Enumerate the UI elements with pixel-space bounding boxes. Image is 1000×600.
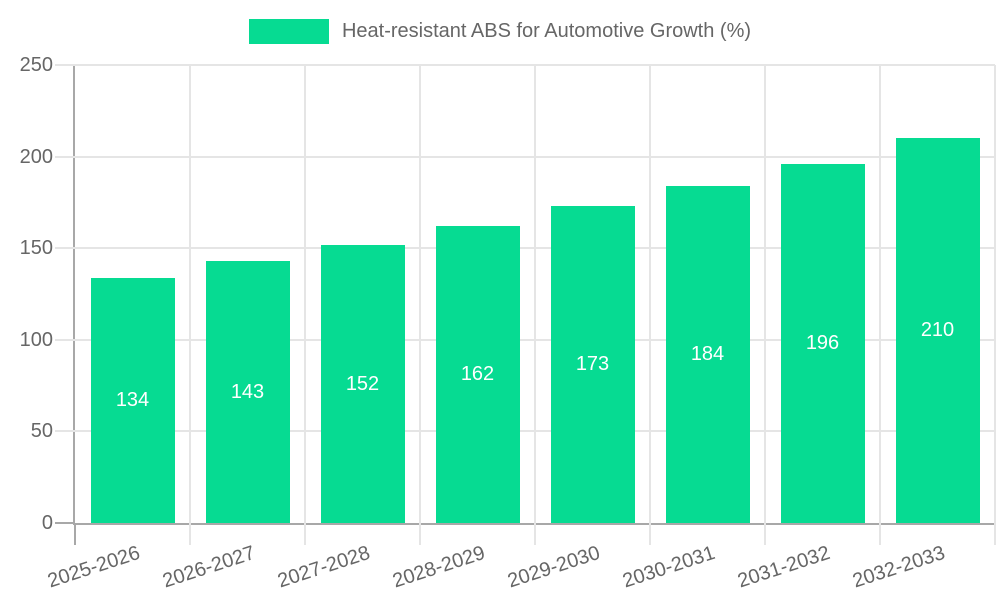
bar-value-label: 134 bbox=[115, 389, 150, 411]
x-axis-tick bbox=[419, 523, 421, 545]
bar-value-label: 196 bbox=[805, 332, 840, 354]
y-tick-label: 0 bbox=[41, 512, 53, 534]
bar[interactable]: 173 bbox=[550, 206, 635, 523]
y-axis-tick bbox=[55, 247, 75, 250]
x-tick-label: 2025-2026 bbox=[44, 541, 143, 593]
gridline-vertical bbox=[764, 65, 766, 523]
y-tick-label: 100 bbox=[19, 328, 53, 351]
plot-area: 134 143 152 162 173 184 196 210 bbox=[55, 64, 996, 545]
x-tick-label: 2030-2031 bbox=[619, 541, 718, 593]
y-tick-label: 150 bbox=[19, 237, 53, 260]
bar-value-label: 162 bbox=[460, 363, 495, 385]
x-axis-tick bbox=[879, 523, 881, 545]
x-axis-tick bbox=[189, 523, 191, 545]
gridline-vertical bbox=[419, 65, 421, 523]
bar[interactable]: 134 bbox=[90, 278, 175, 523]
x-axis-tick bbox=[764, 523, 766, 545]
x-axis-tick bbox=[534, 523, 536, 545]
y-axis-tick bbox=[55, 155, 75, 158]
gridline-vertical bbox=[534, 65, 536, 523]
y-axis-tick bbox=[55, 338, 75, 341]
legend[interactable]: Heat-resistant ABS for Automotive Growth… bbox=[0, 19, 1000, 44]
gridline-vertical bbox=[994, 65, 996, 523]
bar[interactable]: 196 bbox=[780, 164, 865, 523]
bar-value-label: 210 bbox=[920, 319, 955, 341]
x-tick-label: 2027-2028 bbox=[274, 541, 373, 593]
x-axis-tick bbox=[304, 523, 306, 545]
y-tick-label: 50 bbox=[30, 420, 53, 443]
y-tick-label: 200 bbox=[19, 145, 53, 168]
y-axis-tick bbox=[55, 522, 75, 524]
gridline-vertical bbox=[879, 65, 881, 523]
legend-swatch bbox=[248, 19, 329, 44]
bar-value-label: 143 bbox=[230, 380, 265, 403]
bar-value-label: 173 bbox=[575, 353, 610, 375]
y-axis-tick bbox=[55, 430, 75, 433]
bar[interactable]: 143 bbox=[205, 261, 290, 523]
gridline-vertical bbox=[649, 65, 651, 523]
x-tick-label: 2032-2033 bbox=[849, 541, 948, 593]
y-axis-tick bbox=[55, 64, 75, 66]
x-tick-label: 2031-2032 bbox=[734, 541, 833, 593]
bar[interactable]: 184 bbox=[665, 186, 750, 523]
x-axis-tick bbox=[994, 523, 996, 545]
x-axis-tick bbox=[649, 523, 651, 545]
x-tick-label: 2029-2030 bbox=[504, 541, 603, 593]
gridline-vertical bbox=[189, 65, 191, 523]
x-axis-tick bbox=[74, 523, 76, 545]
gridline-vertical bbox=[304, 65, 306, 523]
legend-label: Heat-resistant ABS for Automotive Growth… bbox=[341, 20, 752, 42]
bar[interactable]: 152 bbox=[320, 245, 405, 523]
bar[interactable]: 210 bbox=[895, 138, 980, 523]
bar-value-label: 152 bbox=[345, 372, 380, 395]
y-tick-label: 250 bbox=[19, 54, 53, 76]
x-tick-label: 2028-2029 bbox=[389, 541, 488, 593]
bar[interactable]: 162 bbox=[435, 226, 520, 523]
bar-value-label: 184 bbox=[690, 343, 725, 365]
x-tick-label: 2026-2027 bbox=[159, 541, 258, 593]
